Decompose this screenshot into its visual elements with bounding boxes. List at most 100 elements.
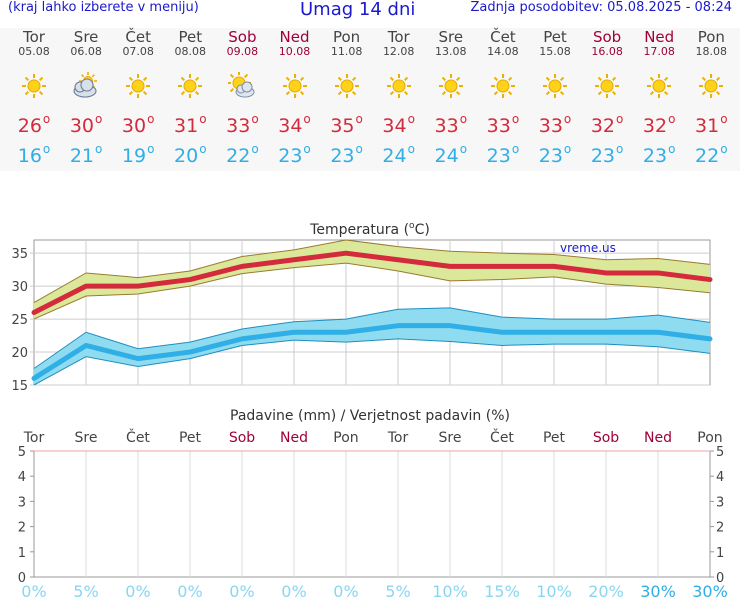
day-column: Sre 13.08 33o 24o: [425, 28, 477, 167]
precipitation-probability-label: 5%: [385, 582, 410, 600]
y-tick-label-right: 5: [716, 445, 724, 460]
min-temperature: 22o: [226, 142, 259, 167]
max-temperature: 31o: [695, 112, 728, 137]
precip-day-label: Pon: [333, 430, 358, 446]
y-tick-label-left: 3: [18, 495, 26, 510]
day-column: Pet 15.08 33o 23o: [529, 28, 581, 167]
precip-day-label: Čet: [490, 428, 514, 446]
sun-icon: [697, 72, 725, 100]
precipitation-probability-label: 0%: [21, 582, 46, 600]
day-date: 14.08: [487, 45, 519, 58]
max-range-lower-edge: [33, 262, 711, 320]
y-tick-label: 15: [11, 379, 28, 394]
y-tick-label: 35: [11, 247, 28, 262]
precip-day-label: Čet: [126, 428, 150, 446]
precip-day-label: Pet: [543, 430, 566, 446]
min-temperature-range-band: [34, 307, 710, 385]
precipitation-probability-label: 0%: [177, 582, 202, 600]
day-name: Sre: [73, 28, 99, 46]
day-name: Sre: [438, 28, 464, 46]
day-name: Pon: [332, 28, 361, 46]
day-date: 15.08: [539, 45, 571, 58]
last-update: Zadnja posodobitev: 05.08.2025 - 08:24: [470, 0, 732, 15]
min-temperature: 23o: [486, 142, 520, 167]
y-tick-label: 20: [11, 346, 28, 361]
max-temperature: 26o: [17, 112, 51, 137]
max-temperature: 35o: [330, 112, 363, 137]
max-temperature: 34o: [382, 112, 415, 137]
precip-day-label: Sob: [229, 430, 255, 446]
y-tick-label-left: 5: [18, 445, 26, 460]
sun-icon: [124, 72, 152, 100]
watermark: vreme.us: [560, 241, 616, 255]
forecast-strip: Tor 05.08 26o 16o Sre 06.08 30o 21o Čet 07.08 30o 1…: [0, 28, 740, 171]
max-temperature: 33o: [434, 112, 468, 137]
max-temperature: 33o: [226, 112, 259, 137]
min-temperature: 24o: [382, 142, 415, 167]
sun-icon: [541, 72, 569, 100]
precipitation-probability-label: 5%: [73, 582, 98, 600]
precip-day-label: Pon: [697, 430, 722, 446]
precip-day-label: Sre: [439, 430, 462, 446]
precip-day-label: Tor: [387, 430, 409, 446]
day-name: Pet: [178, 28, 203, 46]
day-column: Čet 14.08 33o 23o: [477, 28, 529, 167]
y-tick-label-left: 1: [18, 546, 26, 561]
day-column: Sob 16.08 32o 23o: [581, 28, 633, 167]
sun-icon: [176, 72, 204, 100]
y-tick-label-left: 2: [18, 521, 26, 536]
y-tick-label-right: 1: [716, 546, 724, 561]
day-name: Pon: [697, 28, 725, 46]
min-temperature: 21o: [69, 142, 103, 167]
min-temperature: 23o: [590, 142, 624, 167]
precipitation-probability-label: 0%: [281, 582, 306, 600]
day-date: 12.08: [382, 45, 415, 58]
y-tick-label-left: 0: [18, 571, 26, 586]
day-date: 17.08: [643, 45, 675, 58]
day-column: Tor 05.08 26o 16o: [8, 28, 60, 167]
precipitation-probability-label: 30%: [640, 582, 676, 600]
min-temperature: 23o: [538, 142, 572, 167]
page-title: Umag 14 dni: [300, 0, 416, 20]
max-temperature: 30o: [69, 112, 103, 137]
precipitation-probability-label: 0%: [333, 582, 358, 600]
day-date: 11.08: [330, 45, 363, 58]
precipitation-chart-title: Padavine (mm) / Verjetnost padavin (%): [230, 408, 510, 424]
sun-icon: [437, 72, 465, 100]
day-name: Ned: [644, 28, 675, 46]
day-date: 13.08: [435, 45, 467, 58]
temperature-chart-title: Temperatura (oC): [309, 221, 430, 238]
y-tick-label-right: 4: [716, 470, 724, 485]
max-temperature: 33o: [538, 112, 572, 137]
y-tick-label-right: 3: [716, 495, 724, 510]
partly-cloudy-icon: [72, 72, 100, 100]
precipitation-plot-area: [33, 450, 711, 578]
day-column: Ned 10.08 34o 23o: [269, 28, 321, 167]
day-column: Tor 12.08 34o 24o: [373, 28, 425, 167]
day-column: Sre 06.08 30o 21o: [60, 28, 112, 167]
min-temperature-line: [31, 323, 713, 381]
precip-day-label: Ned: [644, 430, 672, 446]
precipitation-probability-label: 10%: [536, 582, 572, 600]
y-tick-label: 25: [11, 313, 28, 328]
y-tick-label-right: 2: [716, 521, 724, 536]
location-hint: (kraj lahko izberete v meniju): [8, 0, 199, 15]
precip-day-label: Pet: [179, 430, 202, 446]
max-temperature: 32o: [642, 112, 676, 137]
day-date: 08.08: [174, 45, 207, 58]
y-tick-label: 30: [11, 280, 28, 295]
day-column: Pet 08.08 31o 20o: [164, 28, 216, 167]
max-temperature: 33o: [486, 112, 520, 137]
precip-day-label: Sob: [593, 430, 619, 446]
min-temperature: 16o: [17, 142, 51, 167]
day-name: Tor: [387, 28, 410, 46]
precip-day-label: Sre: [75, 430, 98, 446]
min-range-lower-edge: [33, 338, 711, 386]
max-range-upper-edge: [33, 239, 711, 304]
day-name: Tor: [23, 28, 45, 46]
day-name: Sob: [228, 28, 257, 46]
day-date: 05.08: [18, 45, 50, 58]
day-column: Sob 09.08 33o 22o: [216, 28, 268, 167]
max-temperature-line: [31, 250, 713, 315]
min-range-upper-edge: [33, 307, 711, 369]
